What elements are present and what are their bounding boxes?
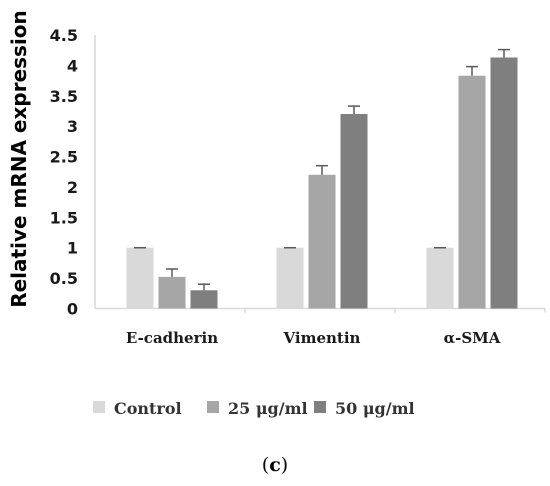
y-axis-ticks: 0 0.5 1 1.5 2 2.5 3 3.5 4 4.5 <box>50 26 78 319</box>
bar <box>308 174 336 309</box>
x-axis-category-labels: E-cadherin Vimentin α-SMA <box>126 329 501 347</box>
bar <box>158 276 186 309</box>
bar <box>276 247 304 309</box>
y-tick-label: 2 <box>67 178 78 197</box>
y-axis-title: Relative mRNA expression <box>7 10 31 308</box>
legend-swatch <box>93 401 105 413</box>
y-tick-label: 1.5 <box>50 208 78 227</box>
y-tick-label: 4 <box>67 56 78 75</box>
y-tick-label: 4.5 <box>50 26 78 45</box>
plot-area <box>94 35 546 313</box>
category-label: Vimentin <box>283 329 361 347</box>
legend-label: Control <box>114 399 182 418</box>
bar <box>126 247 154 309</box>
legend-swatch <box>314 401 326 413</box>
legend-label: 50 μg/ml <box>335 399 415 418</box>
y-tick-label: 0.5 <box>50 269 78 288</box>
bar <box>426 247 454 309</box>
y-tick-label: 1 <box>67 239 78 258</box>
bar <box>490 57 518 309</box>
legend-label: 25 μg/ml <box>228 399 308 418</box>
panel-label: (c) <box>262 454 288 476</box>
y-tick-label: 3.5 <box>50 87 78 106</box>
legend: Control 25 μg/ml 50 μg/ml <box>93 399 415 418</box>
bar <box>340 114 368 309</box>
bar <box>458 75 486 309</box>
category-label: α-SMA <box>444 329 501 347</box>
category-label: E-cadherin <box>126 329 218 347</box>
y-tick-label: 2.5 <box>50 148 78 167</box>
y-tick-label: 0 <box>67 300 78 319</box>
legend-swatch <box>207 401 219 413</box>
bar <box>190 290 218 309</box>
y-tick-label: 3 <box>67 117 78 136</box>
